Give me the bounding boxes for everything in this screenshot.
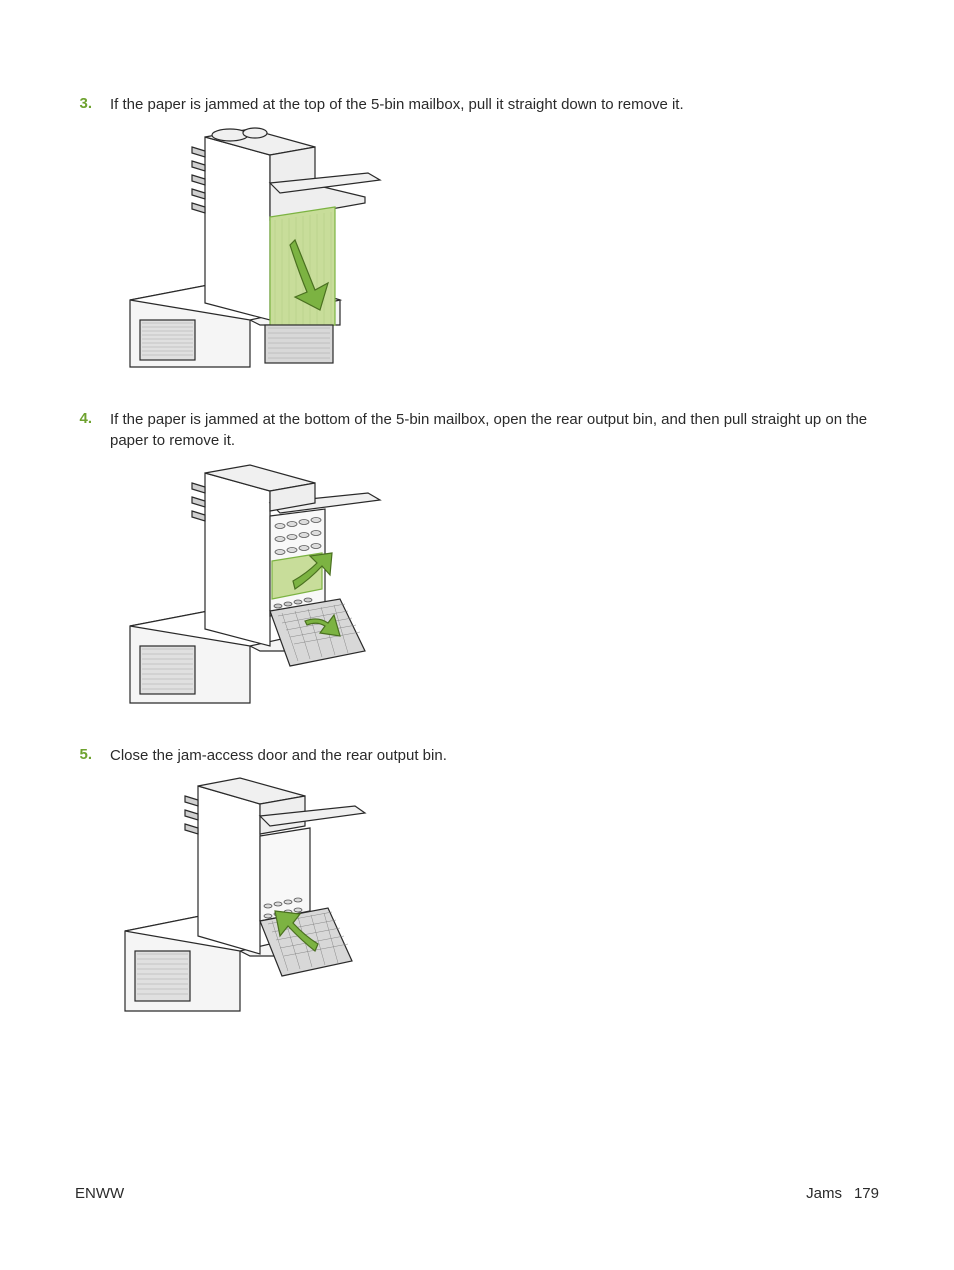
footer-right: Jams 179 bbox=[806, 1185, 879, 1202]
footer-section: Jams bbox=[806, 1185, 842, 1202]
illustration-step-4 bbox=[110, 461, 879, 712]
step-number-5: 5. bbox=[75, 746, 110, 763]
step-body-4: If the paper is jammed at the bottom of … bbox=[110, 410, 879, 732]
step-text-4: If the paper is jammed at the bottom of … bbox=[110, 410, 879, 451]
step-body-5: Close the jam-access door and the rear o… bbox=[110, 746, 879, 1041]
illustration-step-5 bbox=[110, 776, 879, 1021]
step-number-4: 4. bbox=[75, 410, 110, 427]
illustration-step-3 bbox=[110, 125, 879, 376]
footer-page-number: 179 bbox=[854, 1185, 879, 1202]
step-text-5: Close the jam-access door and the rear o… bbox=[110, 746, 879, 766]
page-content: 3. If the paper is jammed at the top of … bbox=[0, 0, 954, 1041]
page-footer: ENWW Jams 179 bbox=[75, 1185, 879, 1202]
step-body-3: If the paper is jammed at the top of the… bbox=[110, 95, 879, 396]
step-4: 4. If the paper is jammed at the bottom … bbox=[75, 410, 879, 732]
step-text-3: If the paper is jammed at the top of the… bbox=[110, 95, 879, 115]
footer-left: ENWW bbox=[75, 1185, 124, 1202]
step-5: 5. Close the jam-access door and the rea… bbox=[75, 746, 879, 1041]
step-3: 3. If the paper is jammed at the top of … bbox=[75, 95, 879, 396]
step-number-3: 3. bbox=[75, 95, 110, 112]
